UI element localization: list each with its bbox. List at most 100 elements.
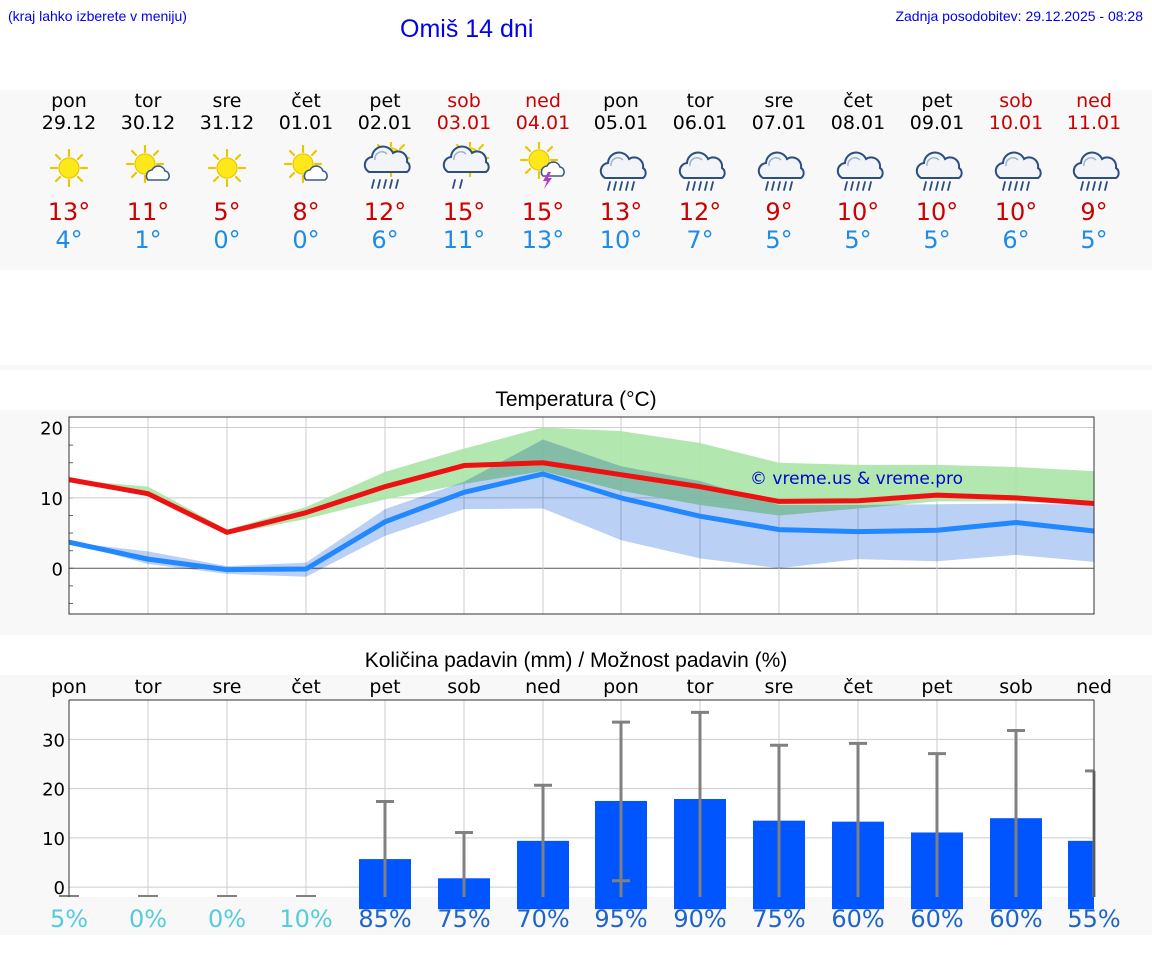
day-label: sre	[213, 676, 242, 698]
day-date: 30.12	[108, 112, 188, 134]
precip-probability: 5%	[50, 905, 88, 933]
cloud-rain-icon	[1068, 142, 1120, 194]
min-temp: 1°	[108, 226, 188, 254]
max-temp: 15°	[424, 198, 504, 226]
forecast-day: pet 09.01 10° 5°	[897, 90, 977, 254]
precipitation-chart: 0 10 20 30 pon tor sre čet pet sob ned pon tor sre čet…	[0, 675, 1152, 935]
forecast-day: tor 06.01 12° 7°	[660, 90, 740, 254]
divider	[0, 365, 1152, 370]
y-tick-label: 10	[42, 829, 65, 850]
day-label: sob	[999, 676, 1033, 698]
min-temp: 0°	[187, 226, 267, 254]
forecast-day: sre 07.01 9° 5°	[739, 90, 819, 254]
max-temp: 10°	[818, 198, 898, 226]
y-tick-label: 10	[40, 489, 63, 510]
temperature-chart: 0 10 20 © vreme.us & vreme.pro	[0, 410, 1152, 635]
forecast-strip: pon 29.12 13° 4° tor 30.12 11° 1° sre 31.12 5° 0° če…	[0, 90, 1152, 270]
day-date: 02.01	[345, 112, 425, 134]
precip-probability: 90%	[673, 905, 726, 933]
precip-bar	[1068, 841, 1094, 909]
precip-probability: 0%	[208, 905, 246, 933]
sun-cloud-icon	[122, 142, 174, 194]
day-label: ned	[525, 676, 561, 698]
min-temp: 5°	[739, 226, 819, 254]
max-temp: 13°	[29, 198, 109, 226]
day-label: tor	[687, 676, 714, 698]
day-date: 31.12	[187, 112, 267, 134]
cloud-rain-icon	[674, 142, 726, 194]
precip-probability: 60%	[989, 905, 1042, 933]
day-name: pet	[345, 90, 425, 112]
day-label: pon	[51, 676, 87, 698]
y-tick-label: 30	[42, 730, 65, 751]
day-name: pon	[581, 90, 661, 112]
sun-cloud-light-rain-icon	[438, 142, 490, 194]
day-name: sre	[739, 90, 819, 112]
min-temp: 10°	[581, 226, 661, 254]
day-date: 04.01	[503, 112, 583, 134]
max-temp: 9°	[1054, 198, 1134, 226]
forecast-day: pon 05.01 13° 10°	[581, 90, 661, 254]
cloud-rain-icon	[911, 142, 963, 194]
forecast-day: ned 11.01 9° 5°	[1054, 90, 1134, 254]
day-name: tor	[660, 90, 740, 112]
min-temp: 5°	[1054, 226, 1134, 254]
forecast-day: sre 31.12 5° 0°	[187, 90, 267, 254]
max-temp: 13°	[581, 198, 661, 226]
day-name: ned	[503, 90, 583, 112]
precip-probability: 75%	[437, 905, 490, 933]
max-temp: 15°	[503, 198, 583, 226]
sun-cloud-rain-icon	[359, 142, 411, 194]
day-date: 09.01	[897, 112, 977, 134]
forecast-day: tor 30.12 11° 1°	[108, 90, 188, 254]
day-name: čet	[266, 90, 346, 112]
day-label: čet	[843, 676, 873, 698]
min-temp: 5°	[818, 226, 898, 254]
sun-icon	[201, 142, 253, 194]
precip-probability: 60%	[910, 905, 963, 933]
max-temp: 10°	[976, 198, 1056, 226]
precip-probability: 10%	[279, 905, 332, 933]
day-label: pet	[921, 676, 952, 698]
y-tick-label: 0	[52, 559, 63, 580]
day-date: 05.01	[581, 112, 661, 134]
day-label: pon	[603, 676, 639, 698]
min-temp: 11°	[424, 226, 504, 254]
day-date: 07.01	[739, 112, 819, 134]
precip-probability: 55%	[1067, 905, 1120, 933]
day-name: ned	[1054, 90, 1134, 112]
forecast-day: sob 10.01 10° 6°	[976, 90, 1056, 254]
day-date: 08.01	[818, 112, 898, 134]
day-label: sre	[765, 676, 794, 698]
y-tick-label: 20	[42, 780, 65, 801]
min-temp: 6°	[345, 226, 425, 254]
day-date: 03.01	[424, 112, 504, 134]
min-temp: 6°	[976, 226, 1056, 254]
forecast-day: čet 01.01 8° 0°	[266, 90, 346, 254]
max-temp: 11°	[108, 198, 188, 226]
cloud-rain-icon	[595, 142, 647, 194]
forecast-day: ned 04.01 15° 13°	[503, 90, 583, 254]
max-temp: 9°	[739, 198, 819, 226]
precip-probability: 60%	[831, 905, 884, 933]
forecast-day: pet 02.01 12° 6°	[345, 90, 425, 254]
day-date: 01.01	[266, 112, 346, 134]
forecast-day: čet 08.01 10° 5°	[818, 90, 898, 254]
day-name: sob	[424, 90, 504, 112]
min-temp: 13°	[503, 226, 583, 254]
sun-cloud-icon	[280, 142, 332, 194]
day-name: čet	[818, 90, 898, 112]
day-name: pon	[29, 90, 109, 112]
max-temp: 10°	[897, 198, 977, 226]
day-date: 29.12	[29, 112, 109, 134]
day-name: tor	[108, 90, 188, 112]
sun-thunder-icon	[517, 142, 569, 194]
day-name: sre	[187, 90, 267, 112]
sun-icon	[43, 142, 95, 194]
min-temp: 5°	[897, 226, 977, 254]
day-label: tor	[135, 676, 162, 698]
watermark: © vreme.us & vreme.pro	[750, 469, 963, 489]
precip-probability: 75%	[752, 905, 805, 933]
location-hint[interactable]: (kraj lahko izberete v meniju)	[8, 8, 187, 24]
day-label: ned	[1076, 676, 1112, 698]
